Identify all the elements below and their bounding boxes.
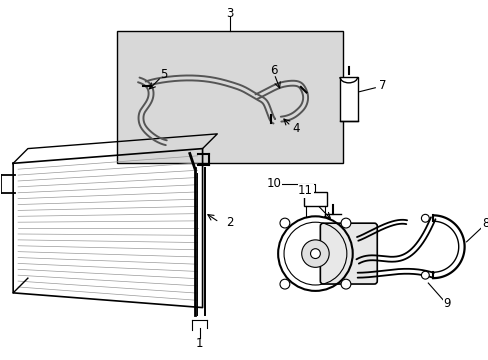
Circle shape [280, 279, 289, 289]
Text: 5: 5 [160, 68, 168, 81]
Bar [303, 192, 326, 207]
Circle shape [301, 240, 328, 267]
Bar [339, 77, 357, 121]
Text: 3: 3 [226, 7, 233, 20]
Text: 8: 8 [482, 217, 488, 230]
Circle shape [310, 249, 320, 258]
Circle shape [421, 214, 428, 222]
FancyBboxPatch shape [320, 223, 377, 284]
Text: 11: 11 [298, 184, 312, 197]
Text: 4: 4 [291, 122, 299, 135]
Text: 2: 2 [225, 216, 233, 229]
Text: 9: 9 [442, 297, 450, 310]
Circle shape [421, 271, 428, 279]
Circle shape [340, 279, 350, 289]
Text: 10: 10 [266, 177, 281, 190]
Circle shape [340, 218, 350, 228]
Circle shape [280, 218, 289, 228]
Text: 1: 1 [196, 337, 203, 350]
Text: 6: 6 [270, 64, 277, 77]
Text: 7: 7 [379, 79, 386, 92]
Bar [117, 31, 342, 163]
